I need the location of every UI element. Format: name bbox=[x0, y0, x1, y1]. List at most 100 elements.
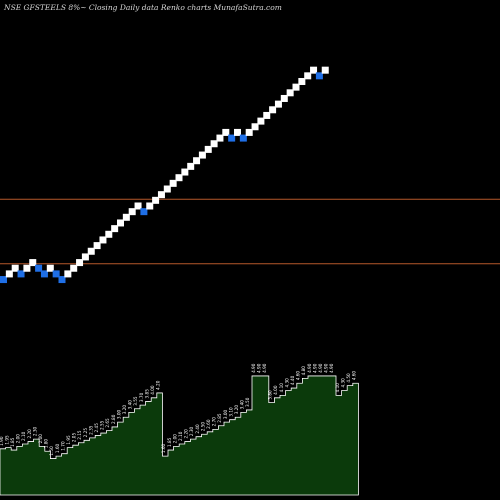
renko-brick bbox=[105, 230, 113, 238]
renko-brick bbox=[204, 145, 212, 153]
renko-brick bbox=[304, 72, 312, 80]
renko-brick bbox=[163, 185, 171, 193]
volume-label: 3.50 bbox=[245, 397, 250, 407]
renko-brick bbox=[257, 117, 265, 125]
volume-label: 3.00 bbox=[116, 409, 121, 419]
volume-label: 4.90 bbox=[256, 363, 261, 373]
volume-label: 2.15 bbox=[77, 430, 82, 440]
renko-brick bbox=[274, 100, 282, 108]
volume-label: 2.35 bbox=[88, 425, 93, 435]
volume-label: 1.80 bbox=[44, 439, 49, 449]
renko-brick bbox=[0, 276, 7, 284]
volume-label: 2.30 bbox=[32, 426, 37, 436]
volume-panel: 1.90 1.95 1.85 2.00 2.10 2.20 2.302.001.801.50… bbox=[0, 363, 359, 496]
volume-label: 4.30 bbox=[284, 378, 289, 388]
volume-label: 4.10 bbox=[279, 383, 284, 393]
renko-brick bbox=[87, 247, 95, 255]
chart-caption: NSE GFSTEELS 8%~ Closing Daily data Renk… bbox=[3, 3, 282, 12]
volume-label: 4.30 bbox=[340, 378, 345, 388]
renko-brick bbox=[117, 219, 124, 227]
volume-label: 3.70 bbox=[139, 392, 144, 402]
renko-brick bbox=[128, 208, 136, 216]
renko-brick bbox=[58, 276, 66, 284]
renko-brick bbox=[321, 66, 329, 74]
volume-label: 4.90 bbox=[329, 363, 334, 373]
volume-label: 1.85 bbox=[167, 437, 172, 447]
renko-brick bbox=[40, 270, 48, 278]
renko-brick bbox=[228, 134, 236, 142]
renko-brick bbox=[210, 140, 218, 148]
volume-label: 2.00 bbox=[38, 434, 43, 444]
volume-label: 3.40 bbox=[240, 400, 245, 410]
volume-label: 2.05 bbox=[72, 433, 77, 443]
renko-brick bbox=[64, 270, 72, 278]
renko-brick bbox=[5, 270, 13, 278]
volume-area bbox=[0, 375, 359, 496]
renko-brick bbox=[169, 179, 177, 187]
renko-brick bbox=[17, 270, 25, 278]
renko-brick bbox=[76, 259, 84, 267]
volume-label: 3.40 bbox=[128, 400, 133, 410]
volume-label: 3.55 bbox=[133, 396, 138, 406]
renko-brick bbox=[46, 264, 54, 272]
renko-brick bbox=[263, 111, 271, 119]
volume-label: 4.60 bbox=[352, 371, 357, 381]
volume-label: 4.90 bbox=[324, 363, 329, 373]
renko-brick bbox=[193, 157, 201, 165]
volume-label: 1.95 bbox=[66, 435, 71, 445]
volume-label: 2.10 bbox=[21, 431, 26, 441]
volume-label: 1.60 bbox=[161, 443, 166, 453]
volume-label: 4.90 bbox=[318, 363, 323, 373]
volume-label: 2.85 bbox=[217, 413, 222, 423]
volume-label: 2.40 bbox=[195, 424, 200, 434]
volume-label: 2.20 bbox=[27, 429, 32, 439]
renko-brick bbox=[35, 264, 43, 272]
renko-brick bbox=[187, 162, 195, 170]
volume-label: 2.60 bbox=[206, 419, 211, 429]
renko-brick bbox=[239, 134, 247, 142]
renko-brick bbox=[198, 151, 206, 159]
renko-brick bbox=[280, 94, 288, 102]
volume-label: 1.60 bbox=[55, 443, 60, 453]
volume-label: 4.00 bbox=[273, 385, 278, 395]
volume-label: 4.80 bbox=[301, 366, 306, 376]
volume-label: 4.90 bbox=[262, 363, 267, 373]
renko-brick bbox=[157, 191, 165, 199]
volume-label: 2.50 bbox=[200, 422, 205, 432]
volume-label: 4.60 bbox=[296, 371, 301, 381]
renko-brick bbox=[222, 128, 230, 136]
volume-label: 3.00 bbox=[223, 409, 228, 419]
renko-brick bbox=[93, 242, 101, 250]
reference-lines bbox=[0, 198, 500, 265]
renko-brick bbox=[99, 236, 107, 244]
volume-label: 4.20 bbox=[156, 380, 161, 390]
renko-brick bbox=[269, 106, 277, 114]
renko-brick bbox=[310, 66, 318, 74]
volume-label: 2.00 bbox=[172, 434, 177, 444]
volume-label: 4.90 bbox=[251, 363, 256, 373]
renko-brick bbox=[245, 128, 253, 136]
renko-brick bbox=[11, 264, 19, 272]
renko-brick bbox=[298, 77, 306, 85]
renko-brick bbox=[140, 208, 148, 216]
volume-label: 1.90 bbox=[0, 436, 4, 446]
volume-label: 4.40 bbox=[290, 375, 295, 385]
renko-brick bbox=[134, 202, 142, 210]
volume-label: 1.95 bbox=[4, 435, 9, 445]
volume-label: 2.00 bbox=[16, 434, 21, 444]
volume-label: 2.45 bbox=[94, 423, 99, 433]
renko-brick bbox=[286, 89, 294, 97]
volume-label: 3.20 bbox=[234, 405, 239, 415]
renko-brick bbox=[70, 264, 78, 272]
volume-label: 3.10 bbox=[228, 407, 233, 417]
renko-brick bbox=[234, 128, 241, 136]
volume-label: 3.85 bbox=[144, 389, 149, 399]
renko-brick bbox=[152, 196, 160, 204]
renko-brick bbox=[146, 202, 154, 210]
renko-brick bbox=[181, 168, 189, 176]
volume-label: 2.25 bbox=[83, 428, 88, 438]
renko-brick bbox=[175, 174, 183, 182]
volume-label: 3.20 bbox=[122, 405, 127, 415]
renko-bricks bbox=[0, 66, 329, 284]
